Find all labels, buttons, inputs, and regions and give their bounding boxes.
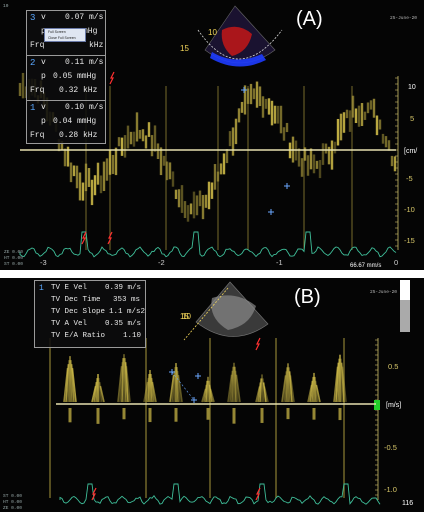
- panel-a-tissue-doppler: (A) 25-June-20 10 3 v 0.07 m/s p mHg Frq…: [0, 0, 424, 270]
- panel-separator: [0, 270, 424, 278]
- sector-depth-label-b: 15: [180, 312, 189, 321]
- scale-label: -5: [406, 174, 413, 183]
- scale-label: -10: [404, 205, 415, 214]
- p-label: p: [41, 72, 46, 81]
- measurement-value: 0.39 m/s: [105, 284, 141, 292]
- measurement-name: TV E Vel: [51, 284, 87, 292]
- panel-b-date: 25-June-20: [370, 290, 397, 295]
- measurement-group-1: 1 v 0.10 m/s p 0.04 mmHg Frq 0.28 kHz: [27, 102, 105, 144]
- v-value: 0.07 m/s: [65, 13, 103, 22]
- panel-b-label: (B): [294, 286, 321, 309]
- caliper-cross: [284, 183, 290, 189]
- measurement-name: TV Dec Slope: [51, 308, 105, 316]
- scale-label: -1.0: [384, 485, 397, 494]
- measurement-group-2: 2 v 0.11 m/s p 0.05 mmHg Frq 0.32 kHz: [27, 57, 105, 99]
- doppler-wave-band: [206, 381, 207, 402]
- settings-info: ST 0.00: [4, 262, 23, 267]
- doppler-wave-band: [312, 377, 313, 402]
- event-marker: [82, 232, 86, 244]
- time-label: -1: [276, 258, 283, 267]
- sector-depth-label: 10: [208, 28, 217, 37]
- event-marker: [110, 72, 114, 84]
- measurement-name: TV E/A Ratio: [51, 332, 105, 340]
- sweep-speed: 66.67 mm/s: [350, 263, 381, 269]
- scale-label: 0.5: [388, 362, 398, 371]
- panel-b-measurement-box: 1 TV E Vel 0.39 m/s TV Dec Time 353 ms T…: [34, 280, 146, 348]
- measurement-index: 1: [39, 284, 44, 293]
- divider: [27, 100, 105, 101]
- caliper-cross: [195, 373, 201, 379]
- panel-a-date: 25-June-20: [390, 16, 417, 21]
- time-label: 0: [394, 258, 398, 267]
- measurement-name: TV A Vel: [51, 320, 87, 328]
- settings-info: ST 0.00: [3, 494, 22, 499]
- settings-info: ZE 0.00: [4, 250, 23, 255]
- event-marker: [256, 338, 260, 350]
- scale-label: -0.5: [384, 443, 397, 452]
- frq-label: Frq: [30, 131, 44, 140]
- scale-unit-label: [m/s]: [386, 402, 401, 409]
- settings-info: HT 0.00: [3, 500, 22, 505]
- corner-frame-number: 116: [402, 500, 413, 507]
- ecg-trace: [20, 232, 396, 257]
- frq-value: 0.32 kHz: [59, 86, 97, 95]
- settings-info: ZE 0.00: [3, 506, 22, 511]
- p-value: 0.04 mmHg: [53, 117, 96, 126]
- measurement-name: TV Dec Time: [51, 296, 101, 304]
- context-menu[interactable]: Full Screen Close Full Screen: [44, 28, 86, 42]
- panel-b-pulsed-doppler: (B) 25-June-20 1 TV E Vel 0.39 m/s TV De…: [0, 278, 424, 512]
- measurement-value: 1.1 m/s2: [109, 308, 145, 316]
- frq-value: kHz: [89, 41, 103, 50]
- doppler-wave-band: [260, 378, 261, 402]
- settings-info: HT 0.00: [4, 256, 23, 261]
- measurement-index: 3: [30, 13, 35, 23]
- panel-a-label: (A): [296, 8, 323, 31]
- scale-label: 10: [408, 84, 416, 91]
- v-value: 0.11 m/s: [65, 58, 103, 67]
- scale-label: -15: [404, 236, 415, 245]
- frq-value: 0.28 kHz: [59, 131, 97, 140]
- measurement-value: 1.10: [123, 332, 141, 340]
- doppler-wave-band: [96, 378, 97, 402]
- frq-label: Frq: [30, 41, 44, 50]
- v-label: v: [41, 13, 46, 22]
- p-value: 0.05 mmHg: [53, 72, 96, 81]
- measurement-index: 1: [30, 103, 35, 113]
- divider: [27, 55, 105, 56]
- baseline-indicator: [374, 400, 380, 410]
- grayscale-bar-top: [400, 280, 410, 300]
- frq-label: Frq: [30, 86, 44, 95]
- caliper-cross: [268, 209, 274, 215]
- panel-a-corner-label: 10: [3, 4, 8, 9]
- p-label: p: [41, 117, 46, 126]
- time-label: -3: [40, 258, 47, 267]
- scale-label: 5: [410, 114, 414, 123]
- v-value: 0.10 m/s: [65, 103, 103, 112]
- scale-unit-label: [cm/: [404, 148, 417, 155]
- v-label: v: [41, 58, 46, 67]
- ecg-trace: [60, 484, 380, 504]
- measurement-value: 0.35 m/s: [105, 320, 141, 328]
- v-label: v: [41, 103, 46, 112]
- sector-depth-label: 15: [180, 44, 189, 53]
- measurement-value: 353 ms: [113, 296, 140, 304]
- menu-item-close-full-screen[interactable]: Close Full Screen: [45, 35, 85, 41]
- measurement-index: 2: [30, 58, 35, 68]
- time-label: -2: [158, 258, 165, 267]
